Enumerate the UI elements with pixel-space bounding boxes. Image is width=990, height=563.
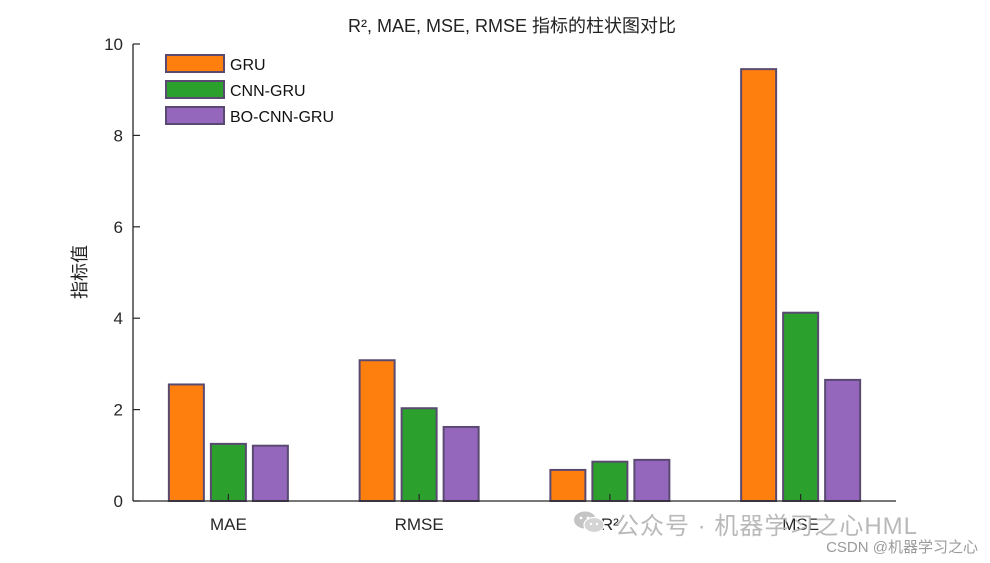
csdn-watermark: CSDN @机器学习之心 <box>826 539 978 556</box>
bar-gru-3 <box>740 68 778 502</box>
bar-cnn-gru-1 <box>400 407 438 502</box>
y-tick-label: 8 <box>114 126 123 145</box>
wechat-icon <box>574 511 605 534</box>
bar-gru-1 <box>358 359 396 502</box>
legend-swatch <box>165 80 225 99</box>
bar-bo-cnn-gru-3 <box>824 378 862 502</box>
y-axis-label: 指标值 <box>70 245 91 299</box>
x-tick-label: RMSE <box>395 515 444 534</box>
bar-gru-0 <box>167 383 205 502</box>
bar-gru-2 <box>549 468 587 503</box>
legend-label: BO-CNN-GRU <box>230 109 334 126</box>
bar-cnn-gru-0 <box>209 442 247 502</box>
legend-swatch <box>165 106 225 125</box>
y-tick-label: 4 <box>114 309 123 328</box>
watermark-text: 公众号 · 机器学习之心HML <box>615 513 918 540</box>
chart-title: R², MAE, MSE, RMSE 指标的柱状图对比 <box>348 16 676 36</box>
bar-bo-cnn-gru-1 <box>442 425 480 502</box>
y-tick-label: 10 <box>104 35 123 54</box>
legend-label: GRU <box>230 57 266 74</box>
y-ticks-group: 0 2 4 6 8 10 <box>104 35 140 511</box>
x-tick-label: MAE <box>210 515 247 534</box>
legend: GRU CNN-GRU BO-CNN-GRU <box>165 54 334 126</box>
bar-cnn-gru-3 <box>782 311 820 502</box>
bar-bo-cnn-gru-0 <box>251 444 289 503</box>
x-tick-label: R² <box>601 515 619 534</box>
legend-label: CNN-GRU <box>230 83 306 100</box>
y-tick-label: 2 <box>114 401 123 420</box>
x-ticks-group: MAE RMSE R² MSE <box>210 494 819 534</box>
y-tick-label: 6 <box>114 218 123 237</box>
bars-group <box>167 68 862 503</box>
legend-swatch <box>165 54 225 73</box>
x-tick-label: MSE <box>782 515 819 534</box>
bar-bo-cnn-gru-2 <box>633 458 671 502</box>
y-tick-label: 0 <box>114 492 123 511</box>
